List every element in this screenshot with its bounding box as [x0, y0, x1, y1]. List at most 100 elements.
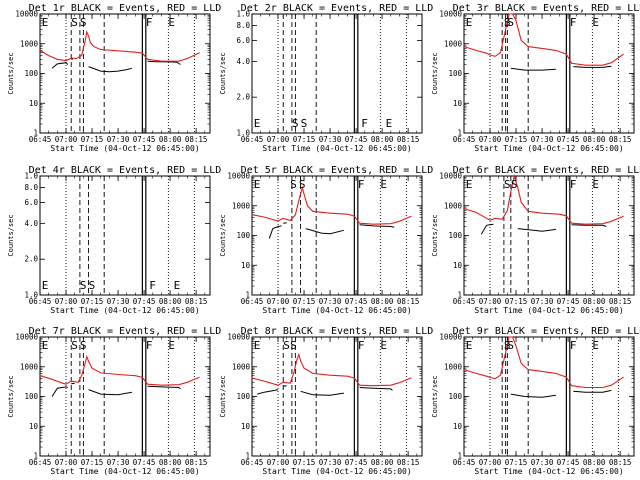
flag-label: S — [301, 117, 308, 130]
y-tick-label: 1000 — [444, 362, 463, 371]
x-tick-label: 07:30 — [531, 458, 554, 467]
y-tick-label: 1 — [457, 129, 462, 138]
flag-label: F — [358, 178, 365, 191]
series-events-line — [305, 228, 345, 235]
flag-label: E — [254, 117, 261, 130]
x-tick-label: 07:45 — [345, 135, 368, 144]
series-events-line — [51, 386, 68, 397]
y-tick-label: 10000 — [439, 172, 462, 181]
series-events-line — [510, 67, 556, 71]
flag-label: F — [358, 339, 365, 352]
x-axis-label: Start Time (04-Oct-12 06:45:00) — [262, 467, 411, 476]
x-axis-label: Start Time (04-Oct-12 06:45:00) — [50, 467, 199, 476]
x-tick-label: 07:45 — [345, 458, 368, 467]
y-tick-label: 100 — [448, 392, 462, 401]
plot-frame — [251, 13, 423, 134]
y-tick-label: 10 — [453, 99, 463, 108]
x-tick-label: 08:00 — [583, 135, 606, 144]
x-tick-label: 07:15 — [293, 135, 316, 144]
x-tick-label: 08:00 — [159, 297, 182, 306]
flag-label: F — [570, 178, 577, 191]
x-tick-label: 07:15 — [81, 458, 104, 467]
flag-label: F — [146, 16, 153, 29]
flag-label: S — [71, 16, 78, 29]
y-tick-label: 10000 — [227, 333, 250, 342]
flag-label: F — [570, 339, 577, 352]
y-tick-label: 100 — [236, 392, 250, 401]
x-tick-label: 07:15 — [293, 458, 316, 467]
plot-frame — [251, 336, 423, 457]
flag-label: S — [71, 339, 78, 352]
x-tick-label: 07:15 — [505, 458, 528, 467]
flag-label: E — [466, 178, 473, 191]
flag-label: E — [592, 16, 599, 29]
flag-label: S — [290, 178, 297, 191]
y-axis-label: Counts/sec — [431, 375, 439, 417]
x-tick-label: 07:30 — [107, 297, 130, 306]
panel-title: Det 6r BLACK = Events, RED = LLD — [453, 165, 640, 176]
x-tick-label: 08:15 — [609, 297, 632, 306]
flag-label: E — [380, 339, 387, 352]
flag-label: E — [174, 279, 181, 292]
series-events-line — [51, 62, 69, 69]
flag-label: S — [507, 339, 514, 352]
y-tick-label: 4.0 — [236, 57, 250, 66]
x-tick-label: 06:45 — [29, 135, 52, 144]
y-tick-label: 6.0 — [236, 36, 250, 45]
series-events-line — [283, 385, 287, 387]
y-tick-label: 10000 — [15, 10, 38, 19]
flag-label: S — [507, 16, 514, 29]
y-tick-label: 1000 — [232, 201, 251, 210]
y-tick-label: 100 — [24, 69, 38, 78]
x-tick-label: 06:45 — [29, 297, 52, 306]
flag-label: S — [292, 117, 299, 130]
x-tick-label: 07:00 — [55, 135, 78, 144]
x-tick-label: 07:45 — [133, 458, 156, 467]
x-tick-label: 07:00 — [267, 458, 290, 467]
flag-label: F — [570, 16, 577, 29]
flag-label: E — [42, 339, 49, 352]
flag-label: S — [283, 339, 290, 352]
y-tick-label: 6.0 — [24, 198, 38, 207]
x-tick-label: 06:45 — [29, 458, 52, 467]
x-tick-label: 07:00 — [267, 297, 290, 306]
x-tick-label: 07:15 — [81, 135, 104, 144]
panel-6: Det 6r BLACK = Events, RED = LLD 1 10 100 10… — [431, 165, 640, 315]
series-events-line — [359, 387, 393, 391]
x-axis-label: Start Time (04-Oct-12 06:45:00) — [474, 467, 623, 476]
series-events-line — [573, 389, 612, 393]
panel-title: Det 9r BLACK = Events, RED = LLD — [453, 326, 640, 337]
y-tick-label: 1 — [245, 291, 250, 300]
x-tick-label: 07:45 — [557, 458, 580, 467]
x-tick-label: 07:30 — [531, 135, 554, 144]
flag-label: S — [80, 279, 87, 292]
x-tick-label: 07:30 — [107, 458, 130, 467]
flag-label: E — [42, 16, 49, 29]
y-tick-label: 1000 — [444, 201, 463, 210]
series-events-line — [517, 228, 556, 232]
y-axis-label: Counts/sec — [219, 52, 227, 94]
x-tick-label: 07:15 — [505, 135, 528, 144]
x-tick-label: 08:00 — [159, 458, 182, 467]
x-tick-label: 08:15 — [609, 458, 632, 467]
flag-label: E — [42, 279, 49, 292]
x-tick-label: 08:15 — [185, 297, 208, 306]
y-tick-label: 1.0 — [236, 129, 250, 138]
series-events-line — [300, 390, 344, 396]
x-axis-label: Start Time (04-Oct-12 06:45:00) — [50, 306, 199, 315]
x-tick-label: 08:15 — [397, 297, 420, 306]
y-axis-label: Counts/sec — [7, 52, 15, 94]
series-events-line — [147, 385, 181, 390]
x-tick-label: 08:15 — [397, 135, 420, 144]
x-tick-label: 07:30 — [531, 297, 554, 306]
y-axis-label: Counts/sec — [7, 214, 15, 256]
y-tick-label: 1000 — [20, 39, 39, 48]
x-tick-label: 07:45 — [133, 135, 156, 144]
y-tick-label: 1.0 — [24, 291, 38, 300]
x-tick-label: 08:15 — [185, 458, 208, 467]
y-tick-label: 4.0 — [24, 219, 38, 228]
y-tick-label: 1 — [245, 452, 250, 461]
y-tick-label: 10000 — [439, 10, 462, 19]
panel-2: Det 2r BLACK = Events, RED = LLD1.02.04.… — [219, 3, 433, 153]
y-tick-label: 1.0 — [24, 172, 38, 181]
